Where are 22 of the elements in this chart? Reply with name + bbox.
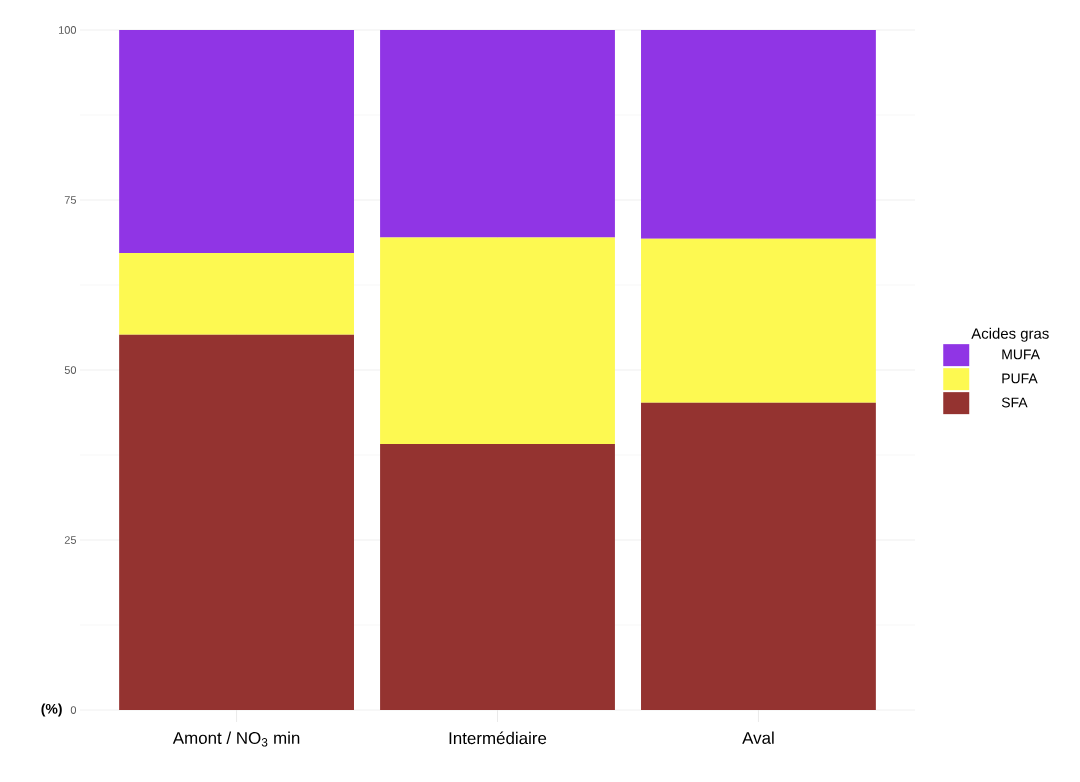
x-tick-label: Intermédiaire <box>449 731 547 745</box>
y-tick-label: 100 <box>59 26 77 34</box>
y-tick-label: 0 <box>70 706 77 714</box>
bar <box>119 253 354 335</box>
bar <box>641 238 876 403</box>
bar <box>380 29 615 238</box>
bar <box>119 334 354 710</box>
y-tick-label: 25 <box>64 536 77 544</box>
legend-label: SFA <box>1001 397 1028 408</box>
bar <box>380 237 615 445</box>
y-axis-title: (%) <box>41 703 62 717</box>
y-tick-label: 50 <box>64 366 77 374</box>
bar <box>119 29 354 254</box>
bar <box>641 402 876 710</box>
legend-title: Acides gras <box>971 327 1049 342</box>
bar <box>641 29 876 239</box>
bar <box>380 444 615 710</box>
x-tick-label: Amont / NO$_{3}$ min <box>172 731 300 747</box>
x-tick-label: Aval <box>742 731 774 744</box>
y-tick-label: 75 <box>64 196 77 204</box>
legend-label: PUFA <box>1002 373 1038 384</box>
legend-label: MUFA <box>1002 349 1040 360</box>
